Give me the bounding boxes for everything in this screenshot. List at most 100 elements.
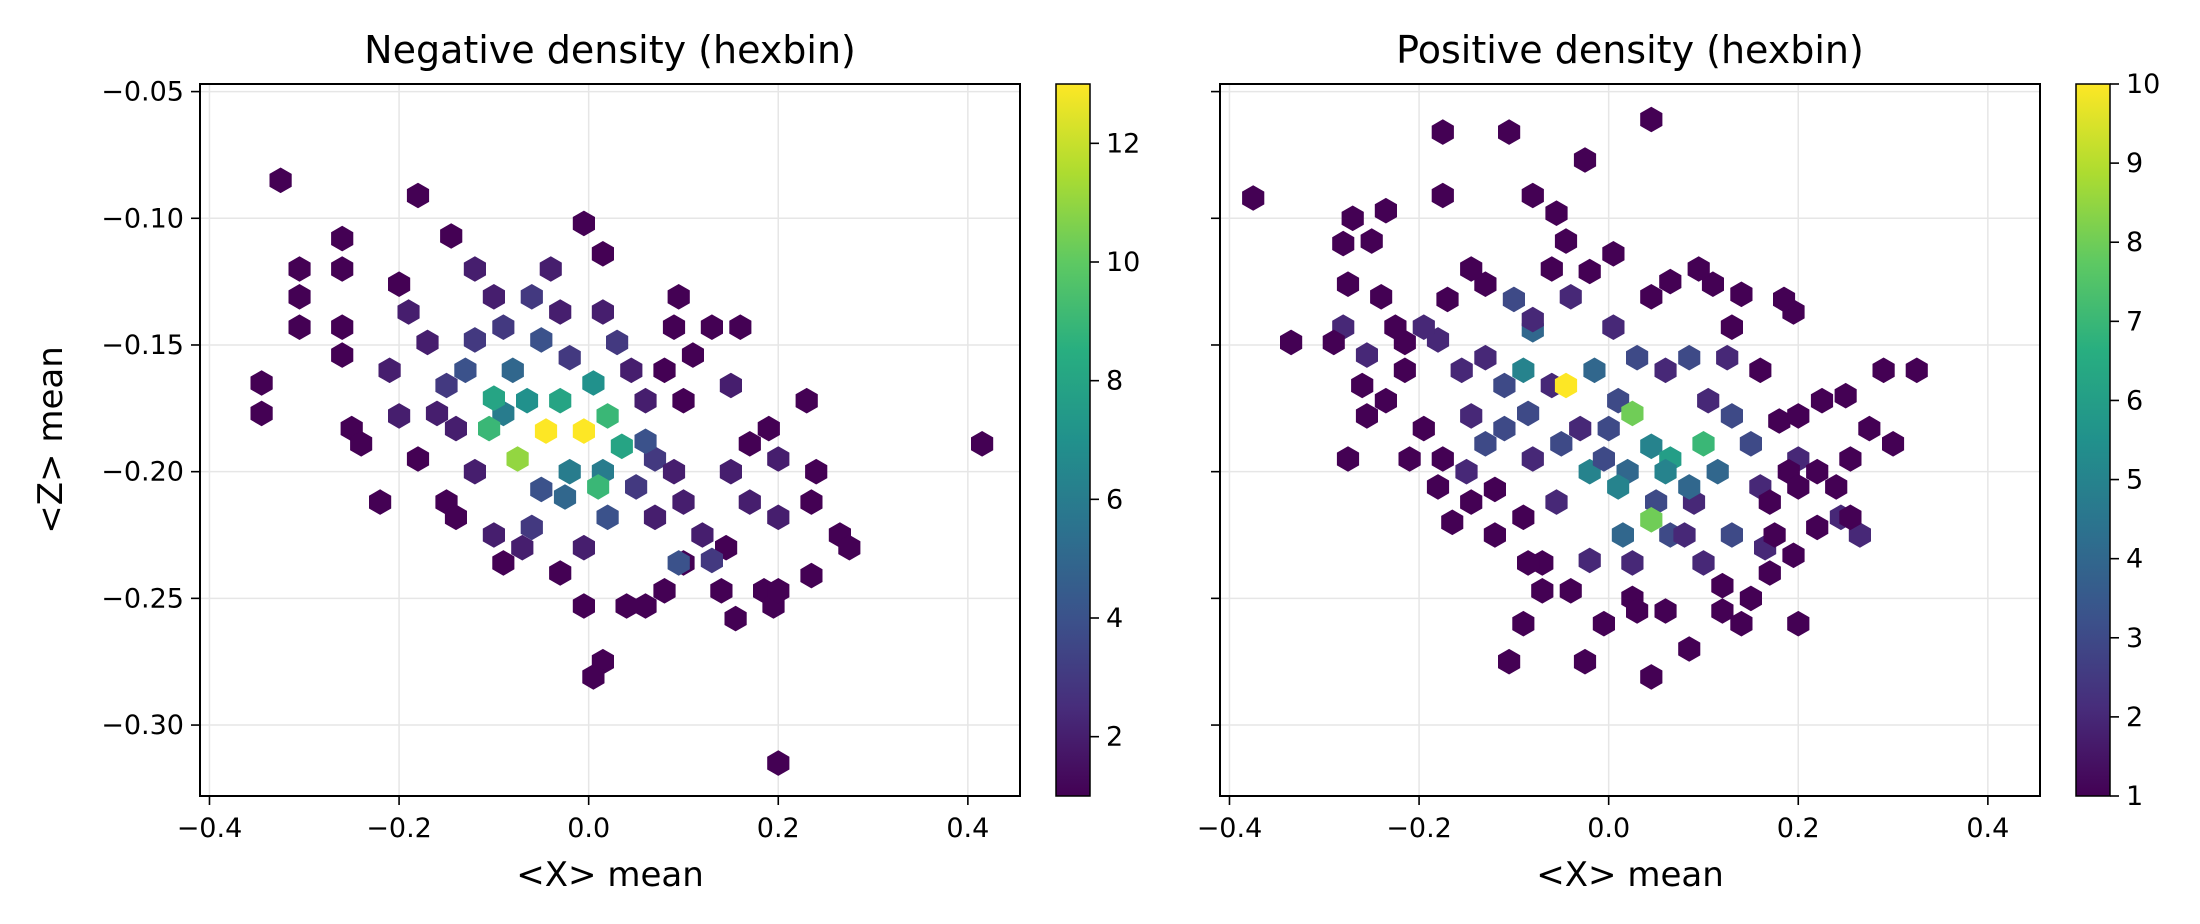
colorbar <box>2075 83 2111 797</box>
hex-bin <box>700 314 723 340</box>
hex-bin <box>738 431 761 457</box>
hex-bin <box>1720 522 1743 548</box>
hex-bin <box>1654 458 1677 485</box>
hex-bin <box>350 431 373 457</box>
hex-bin <box>1355 342 1378 368</box>
hex-bin <box>1597 415 1620 442</box>
hex-bin <box>591 241 614 267</box>
hex-bin <box>1545 489 1568 515</box>
hex-bin <box>463 256 486 282</box>
hex-bin <box>1531 578 1554 604</box>
hex-bin <box>1848 522 1871 548</box>
plot-frame <box>1219 83 2041 797</box>
hex-bin <box>549 560 572 586</box>
hex-bin <box>1450 357 1473 384</box>
y-tick-label: −0.25 <box>101 583 184 614</box>
hex-bin <box>1474 271 1497 297</box>
hex-bin <box>1782 542 1805 569</box>
hex-bin <box>1431 182 1454 209</box>
hex-bin <box>1441 509 1464 536</box>
panel-title: Positive density (hexbin) <box>1396 28 1864 72</box>
hex-bin <box>454 357 477 384</box>
hex-bin <box>1426 474 1450 500</box>
hex-bin <box>1431 446 1454 472</box>
hex-bin <box>1839 504 1862 531</box>
colorbar-tick-label: 9 <box>2126 148 2143 179</box>
hex-bin <box>1242 185 1265 211</box>
hex-bin <box>1332 230 1355 257</box>
panel-positive: Positive density (hexbin) −0.4 −0.2 0.0 0.2… <box>1197 28 2161 895</box>
hex-bin <box>369 489 392 515</box>
hex-bin <box>767 504 790 531</box>
hex-bin <box>1692 550 1715 576</box>
hex-bin <box>1374 197 1397 224</box>
x-tick-label: 0.2 <box>757 813 800 844</box>
hex-bin <box>492 550 515 576</box>
hex-bin <box>440 223 463 249</box>
hex-bin <box>1711 598 1734 624</box>
hex-bin <box>1498 119 1521 145</box>
hex-bin <box>1545 200 1568 226</box>
colorbar-tick-label: 8 <box>1106 366 1123 397</box>
hex-bin <box>1640 664 1663 690</box>
hex-bin <box>582 664 605 690</box>
hex-bin <box>805 458 828 485</box>
hex-bin <box>667 550 690 576</box>
hex-bin <box>1806 458 1829 485</box>
hex-bin <box>1436 286 1459 313</box>
x-axis-label: <X> mean <box>1536 855 1724 895</box>
hex-bin <box>767 446 790 472</box>
hex-bin <box>653 578 676 604</box>
hex-bin <box>1787 403 1810 429</box>
hex-bin <box>1611 522 1634 548</box>
hex-bin <box>1502 286 1525 313</box>
hex-bin <box>1621 400 1644 427</box>
hex-bin <box>397 299 420 325</box>
hex-bin <box>1654 357 1677 384</box>
hex-bin <box>288 314 311 340</box>
hex-bin <box>388 403 411 429</box>
hex-bin <box>1749 357 1772 384</box>
hex-bin <box>667 284 690 310</box>
hex-bin <box>724 605 747 632</box>
hex-bin <box>1701 271 1724 297</box>
hex-bin <box>572 418 595 444</box>
hex-bin <box>558 458 581 485</box>
hex-bin <box>1360 228 1383 254</box>
hex-bin <box>1882 431 1905 457</box>
hex-bin <box>1697 387 1720 414</box>
panel-negative: Negative density (hexbin) −0.4 −0.2 0.0 0.2… <box>31 28 1140 895</box>
colorbar-ticks: 2 4 6 8 10 12 <box>1090 128 1140 753</box>
hex-bin <box>549 299 572 325</box>
hex-bin <box>1517 550 1540 576</box>
hex-bin <box>1640 433 1663 460</box>
hex-bin <box>250 370 273 396</box>
hex-bin <box>1280 329 1303 356</box>
hex-bin <box>596 504 619 531</box>
hex-bin <box>516 387 539 414</box>
hex-bin <box>1706 458 1729 485</box>
colorbar-tick-label: 10 <box>2126 69 2160 100</box>
hex-bin <box>1773 286 1796 313</box>
hex-bin <box>1493 415 1516 442</box>
hex-bin <box>1654 598 1677 624</box>
hex-bin <box>1355 403 1378 429</box>
colorbar-tick-label: 3 <box>2126 623 2143 654</box>
hex-bin <box>572 534 595 561</box>
hex-bin <box>520 514 543 541</box>
hex-bin <box>591 299 614 325</box>
hex-bin <box>572 210 595 237</box>
hex-bin <box>331 342 354 368</box>
hex-bin <box>1460 489 1483 515</box>
hex-bin <box>1730 610 1753 637</box>
hex-bin <box>700 547 723 574</box>
hex-bin <box>1592 610 1615 637</box>
hex-bin <box>1787 474 1810 500</box>
hex-bin <box>1550 431 1573 457</box>
hex-bin <box>288 284 311 310</box>
hex-bin <box>606 329 629 356</box>
hex-bin <box>482 385 505 411</box>
panel-title: Negative density (hexbin) <box>364 28 856 72</box>
hex-bin <box>971 431 994 457</box>
hex-bin <box>269 167 292 194</box>
